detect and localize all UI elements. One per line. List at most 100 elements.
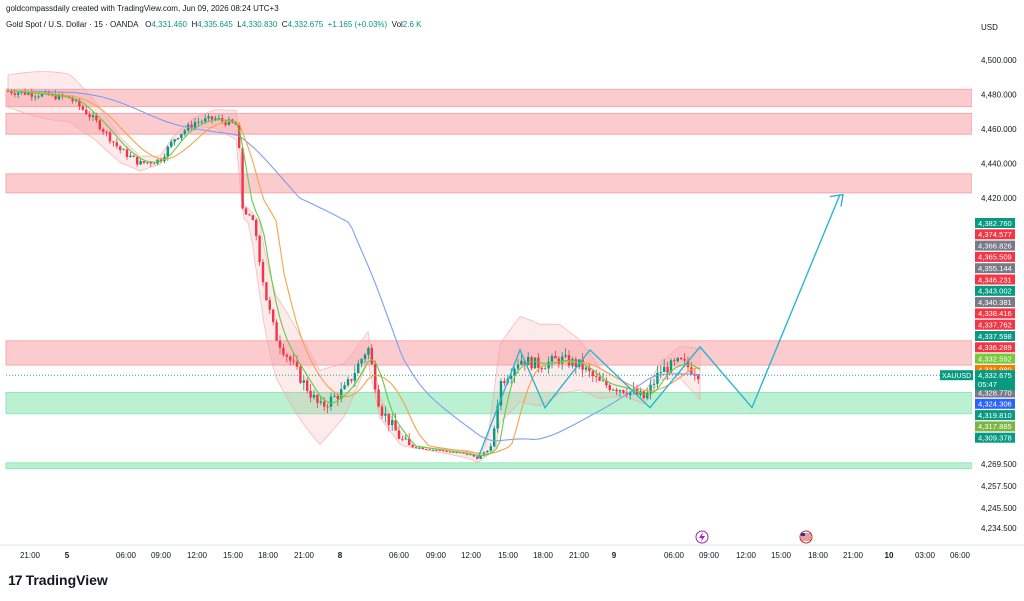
candle: [486, 450, 489, 453]
candle: [690, 361, 693, 376]
candle-body: [564, 355, 567, 357]
zone-layer: [5, 88, 973, 470]
candle-body: [367, 348, 370, 355]
candle-body: [469, 454, 472, 456]
candle-body: [333, 395, 336, 397]
price-label-tag: 4,337.598: [975, 331, 1015, 341]
resistance-zone-3: [5, 340, 973, 366]
candle-body: [659, 372, 662, 373]
price-axis[interactable]: USD 4,500.000 4,480.000 4,460.000 4,440.000 4…: [940, 0, 1024, 545]
candle-body: [210, 116, 214, 120]
candle: [258, 234, 261, 266]
time-tick: 12:00: [736, 551, 757, 560]
candle-body: [346, 379, 350, 386]
candle: [391, 413, 394, 431]
candle-body: [183, 130, 186, 135]
candle: [136, 156, 139, 167]
candle: [414, 446, 418, 449]
candle-body: [656, 372, 659, 384]
candle-body: [455, 452, 458, 454]
candle-body: [442, 450, 445, 451]
candle-body: [683, 359, 686, 361]
candle-body: [377, 389, 380, 407]
price-label-box: [975, 308, 1015, 319]
price-label-text: 4,331.980: [978, 366, 1012, 375]
candle-body: [340, 389, 343, 400]
candle-body: [462, 452, 465, 454]
candle: [581, 353, 584, 378]
tradingview-logo-icon: 17: [8, 572, 23, 588]
candle: [646, 387, 649, 400]
price-label-tag: 4,317.885: [975, 421, 1015, 432]
candle-body: [217, 118, 220, 119]
candle: [108, 130, 112, 144]
candle: [190, 120, 193, 131]
candle-body: [380, 406, 384, 416]
candle-body: [605, 380, 608, 386]
us-flag-icon-circle: [799, 530, 813, 544]
price-label-tag: 4,336.289: [975, 342, 1015, 353]
price-label-tag: 4,328.770: [975, 387, 1015, 398]
candle-body: [57, 94, 61, 100]
mid-moving-average: [7, 90, 701, 455]
candle: [316, 393, 319, 409]
candle-body: [530, 357, 533, 369]
candle: [380, 404, 384, 419]
price-label-text: 4,366.826: [978, 241, 1012, 250]
candle: [153, 162, 156, 165]
candle-body: [27, 92, 30, 95]
fast-moving-average: [7, 90, 701, 457]
close-value: 4,332.675: [287, 20, 324, 29]
candle: [397, 425, 401, 440]
price-tick: 4,245.500: [981, 504, 1017, 513]
price-label-tag: 4,332.592: [975, 353, 1015, 364]
candle: [251, 214, 254, 221]
candle-body: [452, 451, 455, 453]
low-value: 4,330.830: [241, 20, 278, 29]
price-label-tag: 4,374.577: [975, 229, 1015, 240]
candle-body: [663, 366, 666, 373]
symbol-legend: Gold Spot / U.S. Dollar · 15 · OANDA O4,…: [6, 20, 421, 29]
candle: [312, 389, 316, 400]
time-axis[interactable]: 21:00 5 06:00 09:00 12:00 15:00 18:00 21:00 8 06:…: [0, 544, 1024, 560]
candle-body: [584, 367, 588, 370]
price-label-box: [975, 410, 1015, 421]
candle: [394, 413, 397, 431]
price-label-tag: 4,355.144: [975, 263, 1015, 274]
candle: [261, 258, 265, 287]
time-tick: 09:00: [699, 551, 720, 560]
candle: [306, 377, 309, 394]
resistance-zone-2: [5, 173, 973, 194]
candle-body: [476, 456, 479, 459]
candle-body: [268, 300, 271, 310]
price-label-box: [975, 285, 1015, 296]
price-label-text: 4,346.231: [978, 275, 1012, 284]
time-tick: 8: [338, 551, 343, 560]
time-tick: 21:00: [294, 551, 315, 560]
candle: [282, 343, 285, 357]
candle-body: [411, 445, 414, 448]
candle-body: [350, 379, 353, 381]
time-tick: 15:00: [498, 551, 519, 560]
price-label-tag: 4,309.378: [975, 432, 1015, 443]
candle: [17, 91, 20, 99]
candle: [584, 365, 588, 373]
price-tick: 4,440.000: [981, 160, 1017, 169]
slow-moving-average: [7, 90, 701, 442]
candle-body: [397, 430, 401, 439]
projection-layer: [6, 193, 972, 459]
candle-body: [146, 162, 149, 164]
candle: [564, 348, 567, 359]
candle: [431, 449, 435, 451]
symbol-name[interactable]: Gold Spot / U.S. Dollar · 15 · OANDA: [6, 20, 139, 29]
candle-body: [316, 394, 319, 403]
price-label-text: 4,343.002: [978, 287, 1012, 296]
candle: [91, 111, 95, 121]
candle: [697, 373, 700, 384]
candle-body: [139, 161, 142, 165]
price-label-box: [975, 218, 1015, 228]
price-label-tag: 4,319.810: [975, 410, 1015, 421]
time-tick: 06:00: [116, 551, 137, 560]
